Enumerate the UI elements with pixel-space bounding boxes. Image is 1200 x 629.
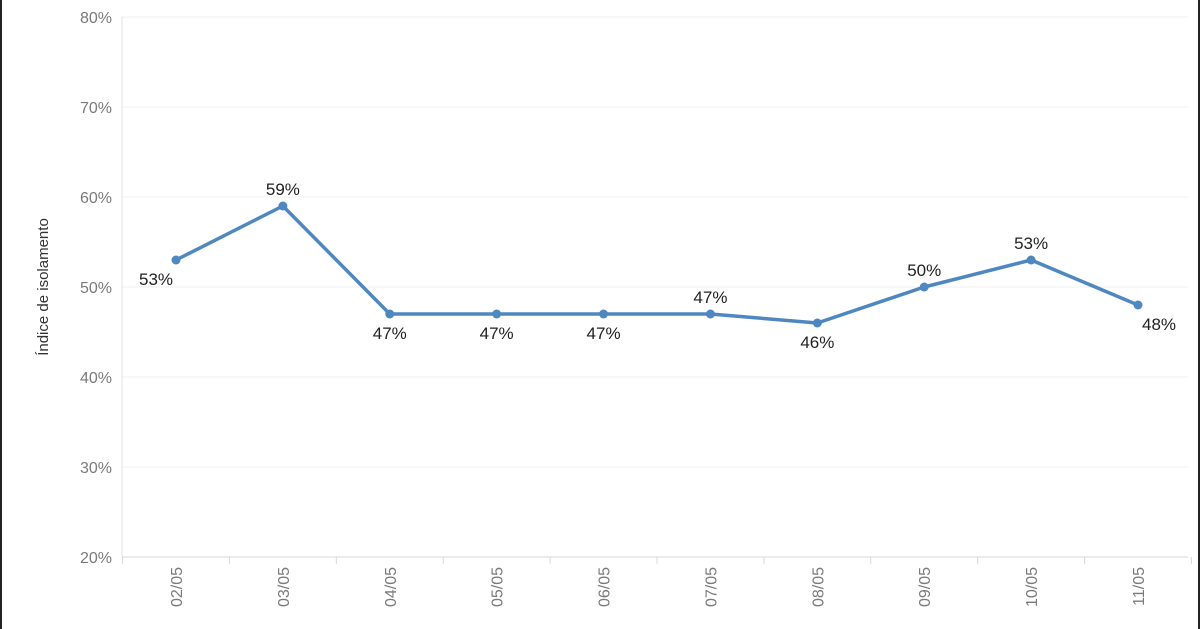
x-tick-label: 02/05 bbox=[169, 567, 186, 607]
data-point bbox=[385, 309, 395, 319]
y-tick-label: 50% bbox=[80, 280, 112, 297]
y-axis-label: Índice de isolamento bbox=[35, 218, 52, 356]
y-tick-label: 20% bbox=[80, 550, 112, 567]
y-tick-label: 80% bbox=[80, 10, 112, 27]
data-point bbox=[812, 318, 822, 328]
data-label: 50% bbox=[907, 261, 941, 280]
x-tick-labels: 02/05 03/05 04/05 05/05 06/05 07/05 08/05 09/05… bbox=[122, 557, 1192, 607]
series-line bbox=[175, 204, 1139, 325]
y-tick-labels: 20% 30% 40% 50% 60% 70% 80% bbox=[80, 10, 112, 567]
x-tick-label: 08/05 bbox=[810, 567, 827, 607]
data-points bbox=[171, 201, 1143, 328]
y-tick-label: 30% bbox=[80, 460, 112, 477]
data-point bbox=[278, 201, 288, 211]
data-label: 48% bbox=[1142, 315, 1176, 334]
frame-right-border bbox=[1198, 0, 1200, 629]
data-label: 47% bbox=[373, 324, 407, 343]
grid-lines bbox=[121, 16, 1188, 558]
data-point bbox=[919, 282, 929, 292]
x-tick-label: 06/05 bbox=[597, 567, 614, 607]
data-label: 47% bbox=[480, 324, 514, 343]
x-tick-label: 11/05 bbox=[1131, 567, 1148, 606]
x-tick-label: 09/05 bbox=[917, 567, 934, 607]
data-label: 53% bbox=[1014, 234, 1048, 253]
data-point bbox=[1133, 300, 1143, 310]
x-tick-label: 10/05 bbox=[1024, 567, 1041, 607]
x-tick-label: 07/05 bbox=[703, 567, 720, 607]
data-point bbox=[492, 309, 502, 319]
frame-left-border bbox=[0, 0, 2, 629]
y-tick-label: 40% bbox=[80, 370, 112, 387]
x-tick-label: 03/05 bbox=[276, 567, 293, 607]
data-label: 59% bbox=[266, 180, 300, 199]
data-point bbox=[705, 309, 715, 319]
x-tick-label: 04/05 bbox=[383, 567, 400, 607]
y-tick-label: 60% bbox=[80, 190, 112, 207]
data-label: 53% bbox=[139, 270, 173, 289]
data-point bbox=[1026, 255, 1036, 265]
data-label: 46% bbox=[800, 333, 834, 352]
data-label: 47% bbox=[693, 288, 727, 307]
data-point bbox=[599, 309, 609, 319]
data-point bbox=[171, 255, 181, 265]
series-polyline bbox=[175, 204, 1139, 325]
data-labels: 53% 59% 47% 47% 47% 47% 46% 50% 53% 48% bbox=[139, 180, 1176, 352]
data-label: 47% bbox=[587, 324, 621, 343]
x-tick-label: 05/05 bbox=[490, 567, 507, 607]
y-tick-label: 70% bbox=[80, 100, 112, 117]
